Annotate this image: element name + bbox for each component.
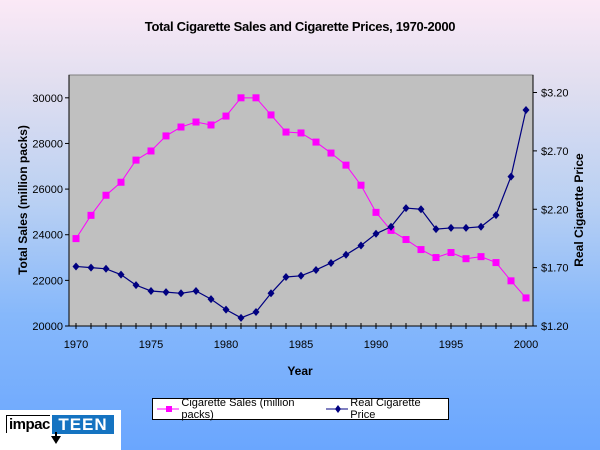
logo-text-impac: impac <box>6 415 50 433</box>
sales-point <box>402 236 410 244</box>
y2-tick-label: $3.20 <box>541 88 569 100</box>
sales-point <box>462 255 470 263</box>
price-point <box>72 262 80 271</box>
y-tick-label: 28000 <box>32 138 63 150</box>
price-point <box>477 222 485 231</box>
x-tick-label: 1985 <box>289 339 313 351</box>
sales-point <box>117 178 125 186</box>
sales-point <box>312 138 320 146</box>
logo-arrow-icon <box>51 436 61 444</box>
y-tick-label: 30000 <box>32 93 63 105</box>
logo-arrow-stem <box>55 432 57 437</box>
sales-point <box>267 111 275 119</box>
sales-point <box>162 132 170 140</box>
legend-item-sales: Cigarette Sales (million packs) <box>157 397 320 421</box>
price-point <box>252 307 260 316</box>
plot-area <box>68 74 534 327</box>
sales-point <box>492 259 500 267</box>
sales-point <box>522 294 530 302</box>
sales-point <box>282 128 290 136</box>
y-tick-label: 24000 <box>32 230 63 242</box>
x-tick-label: 1995 <box>439 339 463 351</box>
sales-point <box>192 118 200 126</box>
x-tick-label: 1970 <box>64 339 88 351</box>
price-point <box>147 286 155 295</box>
x-axis-title: Year <box>287 364 313 378</box>
price-point <box>522 106 530 115</box>
sales-point <box>87 211 95 219</box>
sales-point <box>147 147 155 155</box>
price-point <box>132 281 140 290</box>
price-point <box>492 211 500 220</box>
impacteen-logo: impac TEEN <box>0 410 121 450</box>
legend-item-price: Real Cigarette Price <box>325 397 442 421</box>
price-point <box>372 229 380 238</box>
sales-point <box>297 129 305 137</box>
sales-point <box>222 112 230 120</box>
y-tick-label: 26000 <box>32 184 63 196</box>
price-point <box>222 305 230 314</box>
legend-sales-marker-icon <box>157 406 180 412</box>
price-point <box>192 286 200 295</box>
price-point <box>207 295 215 304</box>
legend-label-price: Real Cigarette Price <box>350 397 421 421</box>
sales-point <box>102 191 110 199</box>
price-point <box>447 223 455 232</box>
sales-point <box>432 254 440 262</box>
x-tick-label: 1975 <box>139 339 163 351</box>
sales-point <box>327 149 335 157</box>
sales-point <box>447 249 455 257</box>
sales-point <box>477 253 485 261</box>
y2-tick-label: $1.70 <box>541 263 569 275</box>
price-point <box>87 263 95 272</box>
legend-price-marker-icon <box>325 405 349 413</box>
price-point <box>267 289 275 298</box>
price-point <box>297 271 305 280</box>
sales-point <box>342 161 350 169</box>
price-point <box>357 241 365 250</box>
sales-point <box>417 246 425 254</box>
price-point <box>342 250 350 259</box>
sales-point <box>252 94 260 102</box>
price-point <box>387 222 395 231</box>
sales-point <box>507 277 515 285</box>
sales-point <box>72 235 80 243</box>
price-point <box>162 288 170 297</box>
y-axis-title: Total Sales (million packs) <box>16 125 30 275</box>
y-tick-label: 22000 <box>32 275 63 287</box>
sales-point <box>132 156 140 164</box>
y2-tick-label: $1.20 <box>541 321 569 333</box>
y2-axis-title: Real Cigarette Price <box>572 153 586 267</box>
axes: 1970 1975 1980 1985 1990 1995 2000 20000 22000 24… <box>32 75 569 351</box>
price-point <box>237 313 245 322</box>
x-tick-label: 2000 <box>514 339 538 351</box>
price-point <box>327 258 335 267</box>
x-tick-label: 1990 <box>364 339 388 351</box>
sales-point <box>207 121 215 129</box>
price-point <box>282 272 290 281</box>
price-point <box>462 223 470 232</box>
price-point <box>177 289 185 298</box>
sales-point <box>237 94 245 102</box>
legend-label-sales: Cigarette Sales (million packs) <box>181 397 295 421</box>
y2-tick-label: $2.70 <box>541 146 569 158</box>
sales-point <box>372 208 380 216</box>
chart-title: Total Cigarette Sales and Cigarette Pric… <box>144 19 456 34</box>
y-tick-label: 20000 <box>32 321 63 333</box>
price-point <box>417 205 425 214</box>
price-point <box>402 204 410 213</box>
price-point <box>507 172 515 181</box>
price-point <box>432 225 440 234</box>
legend: Cigarette Sales (million packs) Real Cig… <box>152 397 449 421</box>
sales-point <box>177 123 185 131</box>
series-layer <box>72 94 530 322</box>
y2-tick-label: $2.20 <box>541 204 569 216</box>
price-point <box>312 265 320 274</box>
logo-text-teen: TEEN <box>52 415 114 434</box>
price-point <box>102 264 110 273</box>
price-point <box>117 270 125 279</box>
x-tick-label: 1980 <box>214 339 238 351</box>
sales-point <box>357 181 365 189</box>
